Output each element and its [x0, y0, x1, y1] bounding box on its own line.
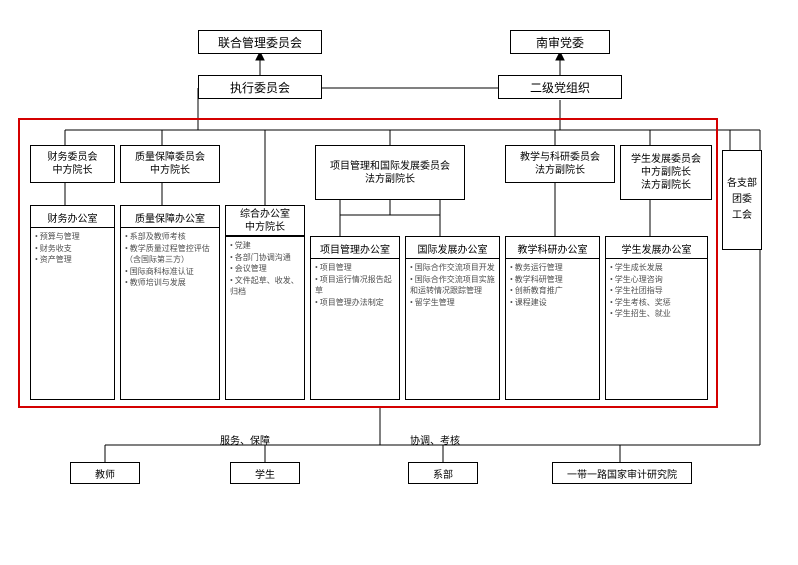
label: 教学与科研委员会	[520, 152, 600, 163]
office-project: 项目管理办公室 • 项目管理• 项目运行情况报告起草• 项目管理办法制定	[310, 236, 400, 400]
list: • 学生成长发展• 学生心理咨询• 学生社团指导• 学生考核、奖惩• 学生招生、…	[606, 258, 707, 323]
l2: 团委	[732, 192, 752, 208]
office-teaching: 教学科研办公室 • 教务运行管理• 教学科研管理• 创新教育推广• 课程建设	[505, 236, 600, 400]
bottom-belt-road: 一带一路国家审计研究院	[552, 462, 692, 484]
box-second-party: 二级党组织	[498, 75, 622, 99]
label: 综合办公室	[240, 209, 290, 220]
sub: 法方副院长	[365, 174, 415, 185]
committee-finance: 财务委员会中方院长	[30, 145, 115, 183]
committee-quality: 质量保障委员会中方院长	[120, 145, 220, 183]
l3: 工会	[732, 208, 752, 224]
box-exec-committee: 执行委员会	[198, 75, 322, 99]
bottom-dept: 系部	[408, 462, 478, 484]
list: • 国际合作交流项目开发• 国际合作交流项目实施和运转情况跟踪管理• 留学生管理	[406, 258, 499, 311]
box-joint-committee: 联合管理委员会	[198, 30, 322, 54]
office-intl: 国际发展办公室 • 国际合作交流项目开发• 国际合作交流项目实施和运转情况跟踪管…	[405, 236, 500, 400]
office-general-head: 综合办公室中方院长	[225, 205, 305, 236]
sub1: 中方副院长	[641, 167, 691, 178]
box-branches: 各支部 团委 工会	[722, 150, 762, 250]
label: 质量保障委员会	[135, 152, 205, 163]
committee-student: 学生发展委员会中方副院长法方副院长	[620, 145, 712, 200]
sub2: 法方副院长	[641, 180, 691, 191]
list: • 教务运行管理• 教学科研管理• 创新教育推广• 课程建设	[506, 258, 599, 311]
sub: 法方副院长	[535, 165, 585, 176]
office-quality: 质量保障办公室 • 系部及教师考核• 教学质量过程管控评估（含国际第三方）• 国…	[120, 205, 220, 400]
sub: 中方院长	[53, 165, 93, 176]
l1: 各支部	[727, 176, 757, 192]
label: 学生发展委员会	[631, 154, 701, 165]
label-coord: 协调、考核	[410, 432, 460, 447]
list: • 项目管理• 项目运行情况报告起草• 项目管理办法制定	[311, 258, 399, 311]
label-service: 服务、保障	[220, 432, 270, 447]
sub: 中方院长	[150, 165, 190, 176]
office-finance: 财务办公室 • 预算与管理• 财务收支• 资产管理	[30, 205, 115, 400]
sub: 中方院长	[245, 222, 285, 233]
bottom-teachers: 教师	[70, 462, 140, 484]
list: • 预算与管理• 财务收支• 资产管理	[31, 227, 114, 269]
box-party-committee: 南审党委	[510, 30, 610, 54]
committee-project-intl: 项目管理和国际发展委员会法方副院长	[315, 145, 465, 200]
label: 项目管理和国际发展委员会	[330, 161, 450, 172]
office-student: 学生发展办公室 • 学生成长发展• 学生心理咨询• 学生社团指导• 学生考核、奖…	[605, 236, 708, 400]
label: 财务委员会	[48, 152, 98, 163]
committee-teaching: 教学与科研委员会法方副院长	[505, 145, 615, 183]
office-general-list: • 党建• 各部门协调沟通• 会议管理• 文件起草、收发、归档	[225, 236, 305, 400]
list: • 系部及教师考核• 教学质量过程管控评估（含国际第三方）• 国际商科标准认证•…	[121, 227, 219, 292]
bottom-students: 学生	[230, 462, 300, 484]
